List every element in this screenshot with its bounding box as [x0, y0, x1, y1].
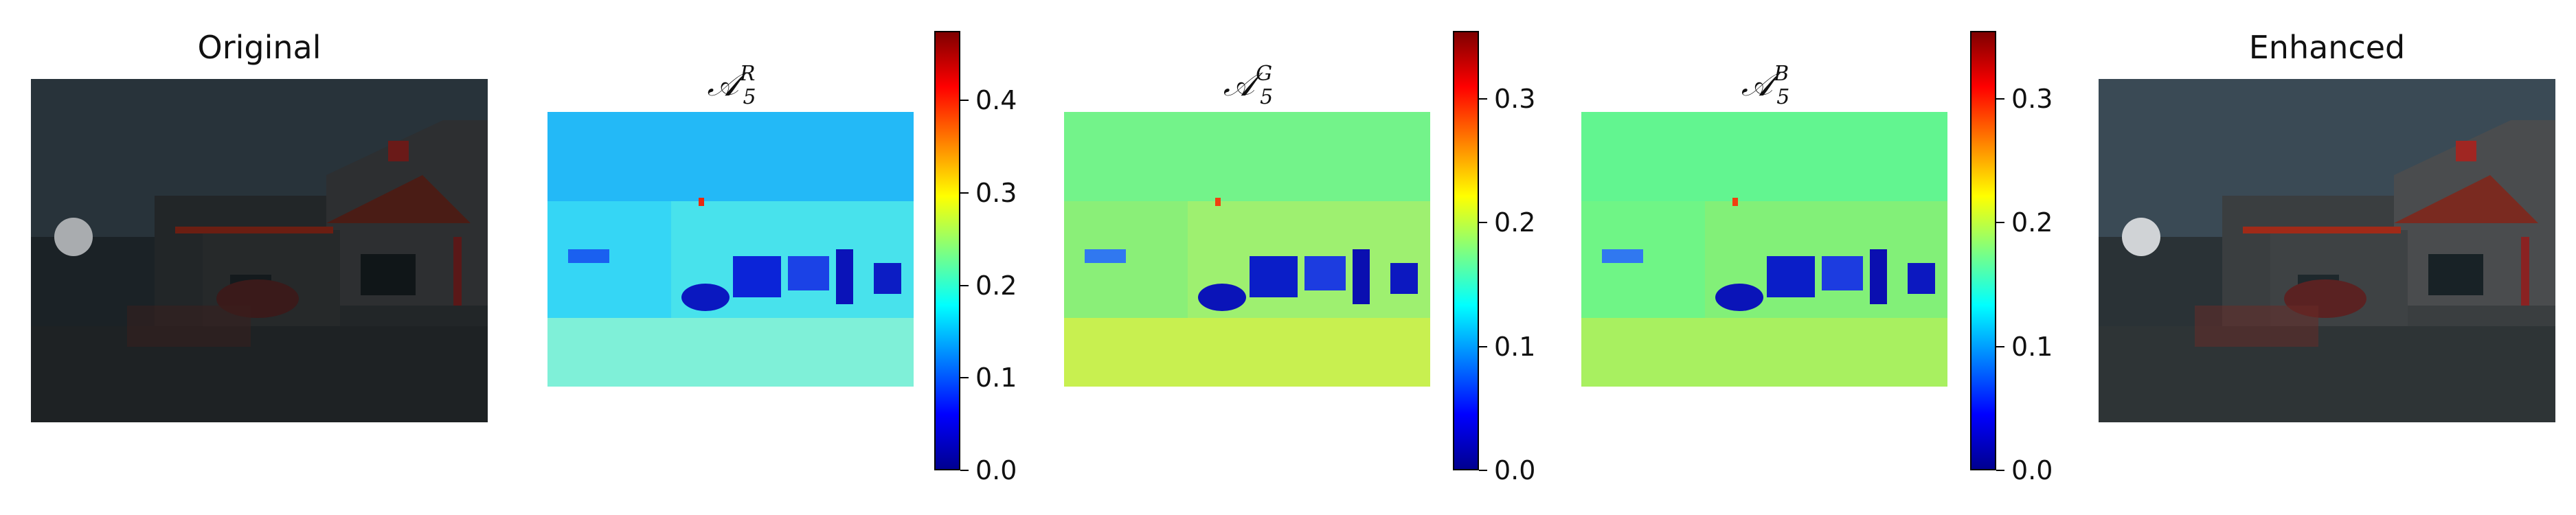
colorbar-tick-label: 0.1	[1494, 331, 1536, 362]
colorbar-tick	[960, 377, 969, 379]
colorbar-r	[934, 31, 960, 470]
colorbar-tick-label: 0.1	[2011, 331, 2053, 362]
colorbar-tick	[1996, 222, 2004, 224]
colorbar-tick-label: 0.3	[1494, 84, 1536, 115]
colorbar-tick	[1996, 470, 2004, 471]
colorbar-tick	[1479, 470, 1487, 471]
panel-title-enhanced: Enhanced	[2248, 29, 2406, 66]
colorbar-tick-label: 0.1	[975, 363, 1017, 393]
colorbar-tick	[960, 470, 969, 471]
colorbar-tick	[1479, 222, 1487, 224]
colorbar-tick	[1996, 98, 2004, 100]
colorbar-tick	[960, 100, 969, 102]
colorbar-tick-label: 0.2	[1494, 207, 1536, 238]
colorbar-tick-label: 0.4	[975, 85, 1017, 116]
colorbar-tick-label: 0.2	[975, 270, 1017, 301]
colorbar-g	[1453, 31, 1479, 470]
colorbar-b	[1970, 31, 1996, 470]
image-original	[31, 79, 488, 422]
colorbar-tick-label: 0.3	[975, 177, 1017, 208]
panel-title-original: Original	[197, 29, 321, 66]
colorbar-tick	[1996, 345, 2004, 347]
colorbar-tick-label: 0.3	[2011, 84, 2053, 115]
heatmap-g	[1064, 112, 1430, 387]
image-enhanced	[2099, 79, 2555, 422]
panel-title-map-r: 𝒜R5	[707, 62, 756, 109]
colorbar-tick	[960, 192, 969, 194]
colorbar-tick	[960, 284, 969, 286]
panel-title-map-g: 𝒜G5	[1223, 62, 1274, 109]
heatmap-r	[547, 112, 914, 387]
colorbar-tick-label: 0.0	[1494, 455, 1536, 485]
heatmap-b	[1581, 112, 1947, 387]
colorbar-tick-label: 0.2	[2011, 207, 2053, 238]
colorbar-tick-label: 0.0	[2011, 455, 2053, 485]
panel-title-map-b: 𝒜B5	[1741, 62, 1790, 109]
colorbar-tick-label: 0.0	[975, 455, 1017, 485]
colorbar-tick	[1479, 98, 1487, 100]
colorbar-tick	[1479, 345, 1487, 347]
